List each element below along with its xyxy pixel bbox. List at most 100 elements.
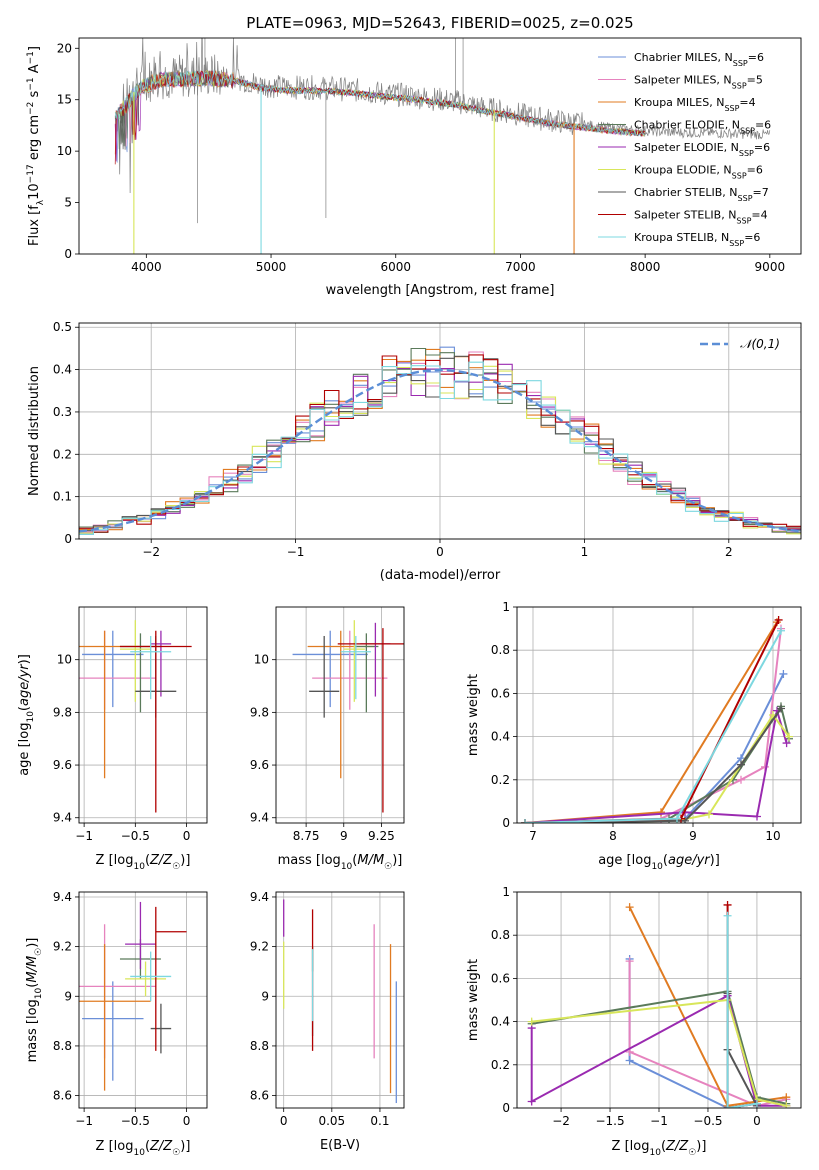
weight-marker xyxy=(777,704,785,713)
legend-entry-subscript: SSP xyxy=(739,149,754,158)
axes-frame xyxy=(78,891,208,1109)
chart-mass_vs_ebv: 0 0.05 0.1 8.6 8.8 9 9.2 9.4 E(B-V) xyxy=(250,890,405,1153)
x-tick-label: 9.25 xyxy=(368,829,395,843)
x-tick-label: 0.05 xyxy=(318,1114,345,1128)
weight-marker xyxy=(723,1104,732,1108)
x-axis-label: Z [log10(Z/Z☉)] xyxy=(612,1139,707,1158)
residual-histogram-kroupa_stelib xyxy=(79,361,801,535)
y-tick-label: 9.8 xyxy=(250,705,269,719)
y-tick-label: 0.8 xyxy=(491,643,510,657)
legend-entry-count: =4 xyxy=(751,209,767,222)
label-part: )] xyxy=(180,853,190,868)
weight-marker xyxy=(779,669,788,678)
label-part: erg cm xyxy=(27,115,42,164)
y-tick-label: 8.8 xyxy=(250,1039,269,1053)
label-part: 10 xyxy=(649,1148,661,1158)
plot-area xyxy=(292,620,404,813)
x-tick-label: −1 xyxy=(287,545,305,559)
y-axis-label: mass [log10(M/M☉)] xyxy=(25,938,44,1063)
legend-entry-subscript: SSP xyxy=(732,81,747,90)
label-part: ☉ xyxy=(384,862,392,872)
legend-entry: Salpeter MILES, NSSP=5 xyxy=(634,74,763,91)
label-part: ( xyxy=(145,853,150,868)
label-part: 10 xyxy=(341,862,353,872)
legend-entry-name: Salpeter MILES, N xyxy=(634,74,732,87)
x-tick-label: −0.5 xyxy=(121,829,150,843)
weight-marker xyxy=(737,760,745,769)
axes-frame xyxy=(275,606,405,824)
plot-area xyxy=(79,620,192,813)
y-tick-label: 9 xyxy=(261,989,269,1003)
weight-line-salpeter_elodie xyxy=(524,710,788,823)
model-spectrum-chabrier_stelib xyxy=(114,70,646,150)
x-tick-label: 0 xyxy=(753,1114,761,1128)
y-tick-label: 9 xyxy=(64,989,72,1003)
chart-residuals: −2 −1 0 1 2 0 0.1 0.2 0.3 0.4 0.5 𝒩(0,1) (data-model… xyxy=(27,320,802,583)
plot-area xyxy=(283,899,397,1104)
label-part: Z/Z xyxy=(665,1139,689,1154)
legend-entry: Chabrier STELIB, NSSP=7 xyxy=(634,186,769,203)
label-part: M/M xyxy=(357,853,384,868)
x-tick-label: 7 xyxy=(529,829,537,843)
legend-entry-name: Chabrier ELODIE, N xyxy=(634,119,740,132)
label-part: ( xyxy=(25,983,40,988)
weight-marker xyxy=(785,732,793,741)
label-part: 10 xyxy=(34,987,44,999)
label-part: Z [log xyxy=(96,1139,134,1154)
plot-area xyxy=(521,615,793,823)
y-tick-label: 0.2 xyxy=(491,773,510,787)
legend-entry: Salpeter STELIB, NSSP=4 xyxy=(634,209,768,226)
y-tick-label: 10 xyxy=(254,653,269,667)
weight-marker xyxy=(625,957,634,966)
x-tick-label: 0.1 xyxy=(370,1114,389,1128)
chart-spectrum: 4000 5000 6000 7000 8000 9000 0 5 10 15 20 Chabrier… xyxy=(26,37,802,298)
legend-entry-name: Kroupa STELIB, N xyxy=(634,231,729,244)
weight-line-kroupa_stelib xyxy=(524,630,782,823)
label-part: age [log xyxy=(598,853,651,868)
legend-entry: Chabrier MILES, NSSP=6 xyxy=(634,51,764,68)
label-part: )] xyxy=(710,853,720,868)
y-tick-label: 9.2 xyxy=(53,940,72,954)
legend-entry: Kroupa ELODIE, NSSP=6 xyxy=(634,164,763,181)
x-tick-label: 8.75 xyxy=(293,829,320,843)
y-tick-label: 0.4 xyxy=(53,363,72,377)
legend-entry: 𝒩(0,1) xyxy=(740,337,780,351)
label-part: )] xyxy=(696,1139,706,1154)
legend-entry-subscript: SSP xyxy=(738,194,753,203)
legend-entry-count: =4 xyxy=(739,96,755,109)
weight-marker xyxy=(625,903,634,912)
x-tick-label: 8000 xyxy=(630,260,661,274)
x-tick-label: 5000 xyxy=(256,260,287,274)
label-part: 10 xyxy=(651,862,663,872)
weight-marker xyxy=(782,1101,791,1108)
label-part: ☉ xyxy=(172,1148,180,1158)
label-part: Z/Z xyxy=(149,1139,173,1154)
y-tick-label: 9.4 xyxy=(53,890,72,904)
legend-entry-count: =6 xyxy=(744,231,760,244)
x-tick-label: 0 xyxy=(183,829,191,843)
x-tick-label: −0.5 xyxy=(121,1114,150,1128)
legend-entry-count: =6 xyxy=(747,164,763,177)
weight-marker xyxy=(527,1017,536,1026)
y-tick-label: 1 xyxy=(502,600,510,614)
plot-area xyxy=(527,900,791,1108)
y-tick-label: 10 xyxy=(57,144,72,158)
label-part: age/yr xyxy=(17,663,32,706)
y-tick-label: 9.4 xyxy=(250,890,269,904)
weight-marker xyxy=(752,1099,761,1108)
chart-massweight_vs_z: −2 −1.5 −1 −0.5 0 0 0.2 0.4 0.6 0.8 1 Z [log10(Z/Z☉… xyxy=(466,885,802,1158)
x-tick-label: 2 xyxy=(725,545,733,559)
y-tick-label: 0.5 xyxy=(53,320,72,334)
x-tick-label: 0 xyxy=(280,1114,288,1128)
label-part: ( xyxy=(145,1139,150,1154)
y-tick-label: 9.4 xyxy=(53,811,72,825)
x-axis-label: wavelength [Angstrom, rest frame] xyxy=(326,283,555,298)
x-axis-label: (data-model)/error xyxy=(380,568,501,583)
legend-entry-name: Salpeter ELODIE, N xyxy=(634,141,739,154)
weight-marker xyxy=(657,808,665,817)
x-tick-label: 4000 xyxy=(131,260,162,274)
label-part: )] xyxy=(17,654,32,664)
legend-entry-subscript: SSP xyxy=(740,126,755,135)
